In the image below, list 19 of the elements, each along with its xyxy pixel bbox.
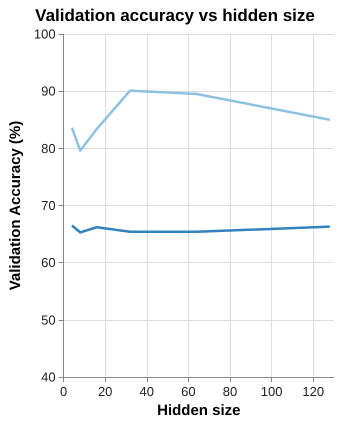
line-series (70, 89, 332, 152)
y-tick-label: 60 (41, 255, 56, 270)
chart-title: Validation accuracy vs hidden size (35, 6, 315, 25)
y-axis-title: Validation Accuracy (%) (7, 120, 24, 290)
x-tick-label: 40 (140, 384, 154, 399)
y-tick-label: 70 (41, 198, 56, 213)
line-series (70, 224, 332, 234)
y-tick-label: 90 (41, 84, 56, 99)
x-tick-label: 60 (181, 384, 196, 399)
x-tick-label: 0 (60, 384, 68, 399)
x-tick-label: 80 (222, 384, 238, 399)
y-tick-label: 40 (41, 370, 56, 384)
y-tick-label: 80 (41, 140, 56, 156)
x-tick-label: 20 (98, 384, 112, 399)
x-axis-title: Hidden size (157, 402, 240, 419)
x-tick-label: 100 (260, 384, 282, 399)
y-tick-label: 50 (41, 312, 56, 328)
y-tick-label: 100 (34, 26, 56, 42)
x-tick-label: 120 (302, 384, 324, 399)
